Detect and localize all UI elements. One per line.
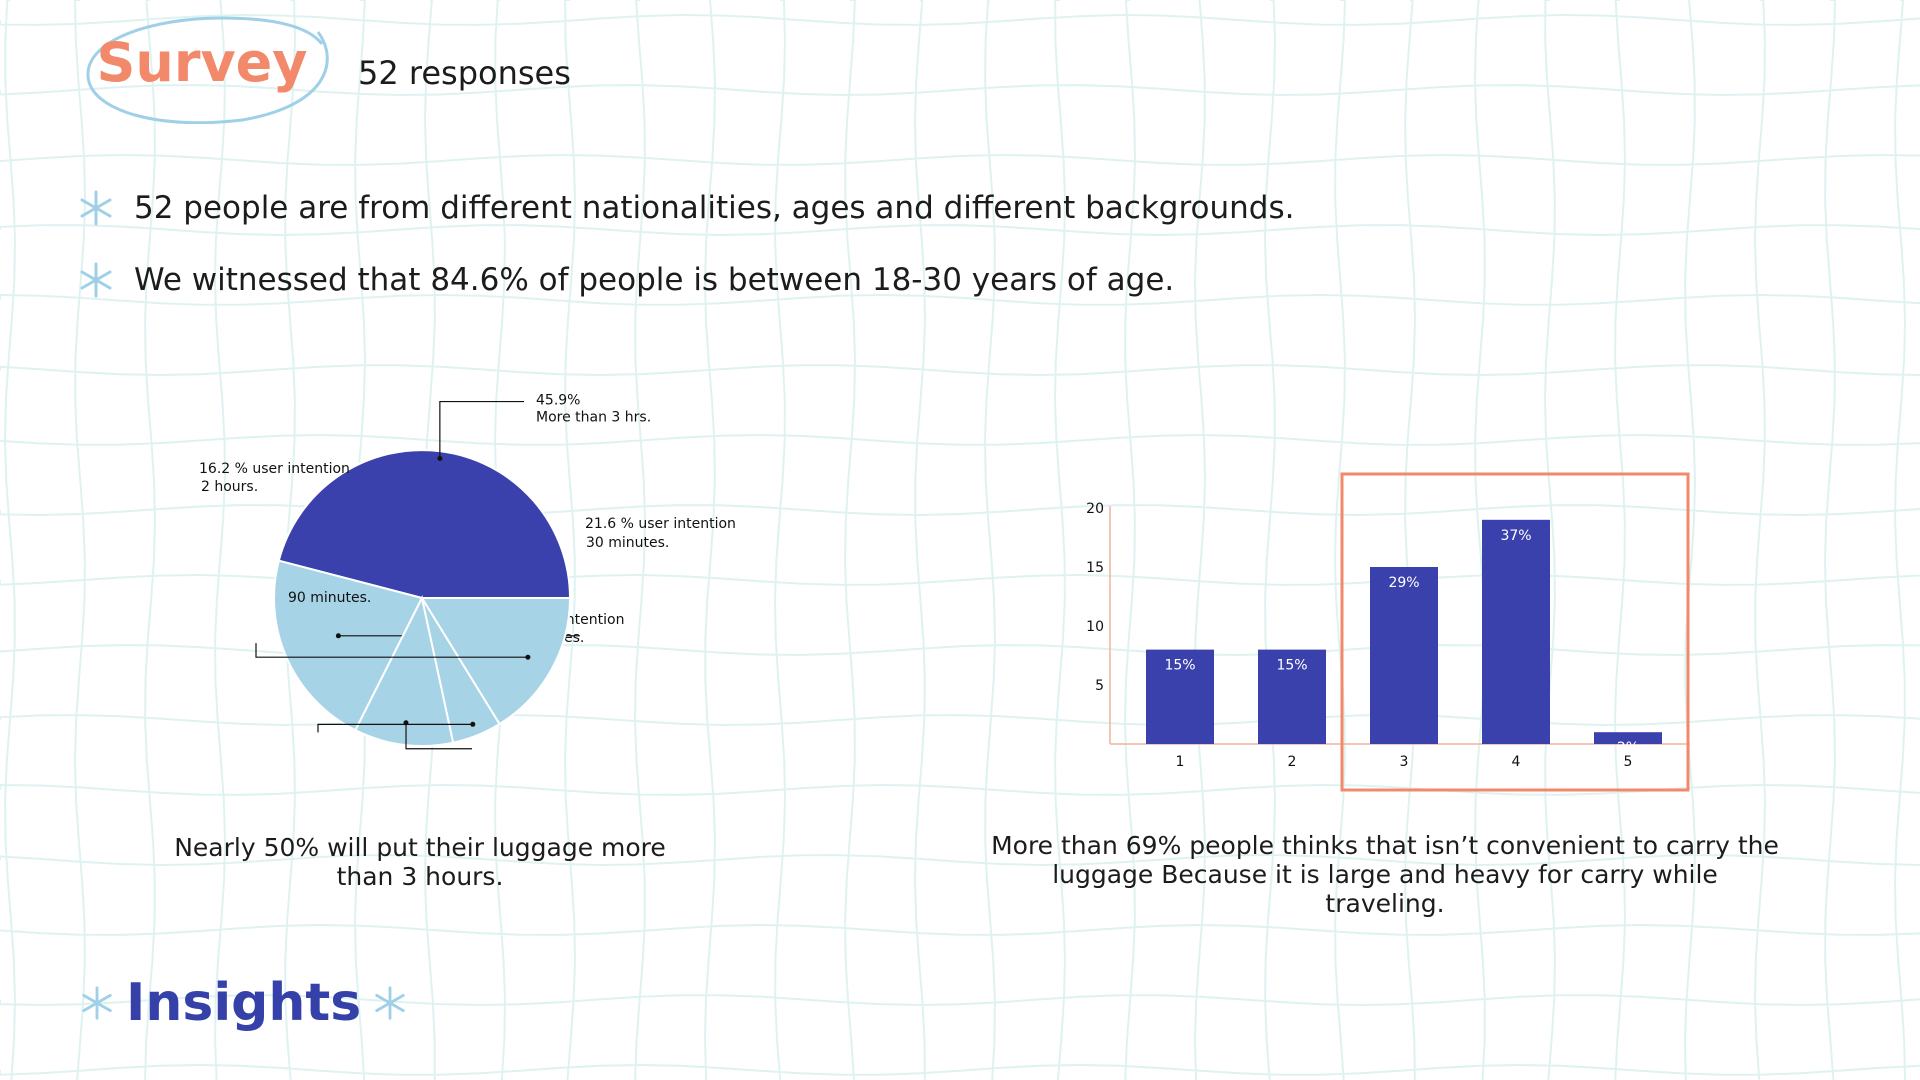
pie-label: 16.2 % user intention: [199, 461, 350, 477]
bullet-text: We witnessed that 84.6% of people is bet…: [134, 262, 1175, 298]
pie-label: 30 minutes.: [586, 535, 669, 551]
insights-label: Insights: [126, 973, 362, 1033]
insights-footer: Insights: [78, 968, 409, 1038]
x-tick-label: 3: [1400, 754, 1409, 770]
badge-outline: [86, 16, 329, 124]
pie-chart: 45.9%More than 3 hrs. 21.6 % user intenti…: [199, 393, 736, 750]
bar: [1482, 519, 1550, 744]
bar-data-label: 29%: [1388, 575, 1419, 591]
pie-slice: [420, 597, 572, 726]
pie-label: 90 minutes.: [288, 590, 371, 606]
bullet-item: We witnessed that 84.6% of people is bet…: [76, 258, 1174, 302]
callout-line: [439, 400, 524, 459]
y-tick-label: 20: [1086, 501, 1104, 517]
bar: [1146, 649, 1214, 744]
pie-slice: [277, 449, 572, 599]
bar: [1258, 649, 1326, 744]
pie-caption: Nearly 50% will put their luggage more t…: [174, 833, 666, 891]
x-tick-label: 1: [1176, 754, 1185, 770]
asterisk-icon: [82, 986, 112, 1020]
bar-data-label: 15%: [1164, 658, 1195, 674]
pie-label: 21.6 % user intention: [585, 516, 736, 532]
callout-line: [317, 723, 473, 733]
y-tick-label: 15: [1086, 560, 1104, 576]
pie-label: 2 hours.: [201, 479, 258, 495]
y-tick-label: 5: [1095, 678, 1104, 694]
pie-label: More than 3 hrs.: [536, 410, 651, 426]
bullet-item: 52 people are from different nationaliti…: [76, 186, 1294, 230]
asterisk-icon: [375, 986, 405, 1020]
highlight-box: [1340, 472, 1690, 792]
pie-slice: [273, 559, 424, 732]
bar-data-label: 15%: [1276, 658, 1307, 674]
response-count: 52 responses: [358, 54, 571, 92]
bar: [1370, 567, 1438, 744]
pie-slice: [354, 595, 455, 748]
x-tick-label: 2: [1288, 754, 1297, 770]
bullet-text: 52 people are from different nationaliti…: [134, 190, 1295, 226]
bar: [1594, 732, 1662, 744]
survey-badge: Survey: [82, 14, 334, 124]
callout-line: [405, 722, 472, 750]
asterisk-icon: [80, 190, 112, 226]
x-tick-label: 5: [1624, 754, 1633, 770]
bar-data-label: 37%: [1500, 528, 1531, 544]
pie-label: 45.9%: [536, 393, 580, 409]
callout-dot: [470, 721, 476, 727]
survey-title: Survey: [96, 31, 308, 94]
bar-caption: More than 69% people thinks that isn’t c…: [991, 831, 1779, 918]
asterisk-icon: [80, 262, 112, 298]
x-tick-label: 4: [1512, 754, 1521, 770]
bar-data-label: 2%: [1617, 740, 1639, 756]
y-tick-label: 10: [1086, 619, 1104, 635]
callout-line: [255, 643, 528, 658]
